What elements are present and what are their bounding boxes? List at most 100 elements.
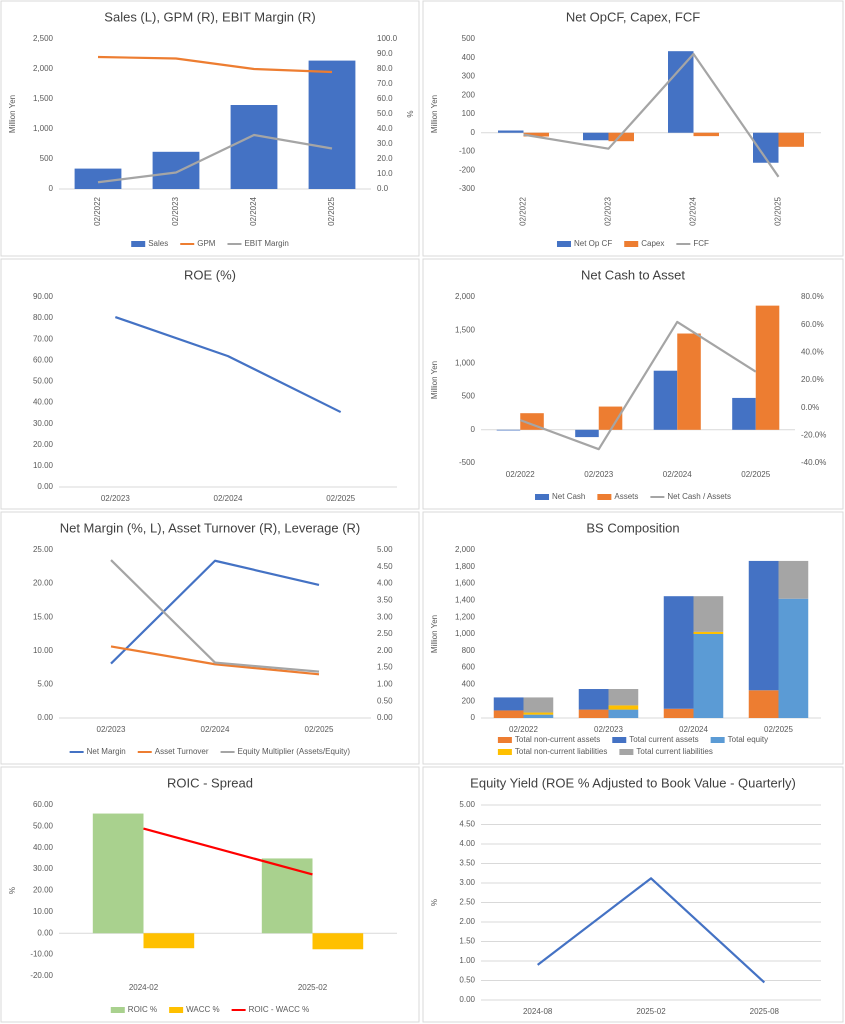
y-tick-label: 0: [49, 184, 54, 193]
y-tick-label: 20.00: [33, 579, 54, 588]
bar: [778, 598, 809, 718]
legend-item: Sales: [131, 239, 168, 248]
bar: [608, 132, 634, 142]
y2-tick-label: 0.0: [377, 184, 389, 193]
legend-swatch: [710, 737, 725, 743]
bar: [608, 689, 639, 706]
legend-item: EBIT Margin: [227, 239, 289, 248]
legend-label: ROIC - WACC %: [249, 1005, 310, 1014]
y-tick-label: 10.00: [33, 461, 54, 470]
legend-label: Net Margin: [87, 747, 126, 756]
y2-tick-label: 4.00: [377, 579, 393, 588]
bar: [693, 132, 719, 137]
y-tick-label: 3.50: [459, 859, 475, 868]
bar: [755, 305, 780, 430]
y-tick-label: 0: [471, 128, 476, 137]
bar: [578, 709, 609, 718]
y-tick-label: 1.50: [459, 937, 475, 946]
bar: [663, 708, 694, 718]
panel-frame: [0, 511, 420, 765]
y-tick-label: -500: [459, 458, 476, 467]
line: [97, 55, 333, 74]
y-tick-label: 70.00: [33, 334, 54, 343]
y2-tick-label: 2.00: [377, 646, 393, 655]
x-tick-label: 02/2023: [97, 725, 126, 734]
bar: [523, 132, 549, 137]
panel-frame: [0, 766, 420, 1023]
legend-swatch: [497, 749, 512, 755]
line: [536, 877, 766, 984]
y-tick-label: 30.00: [33, 864, 54, 873]
legend-item: Total current assets: [612, 735, 699, 744]
y-tick-label: -10.00: [30, 950, 53, 959]
line: [114, 316, 342, 414]
chart-title: Sales (L), GPM (R), EBIT Margin (R): [104, 9, 315, 24]
y2-tick-label: 60.0%: [801, 320, 824, 329]
legend-label: FCF: [693, 239, 709, 248]
legend-label: WACC %: [186, 1005, 219, 1014]
legend-item: Asset Turnover: [137, 747, 209, 756]
y-tick-label: 3.00: [459, 878, 475, 887]
y-tick-label: 600: [462, 663, 476, 672]
y2-tick-label: 5.00: [377, 545, 393, 554]
y-axis-label: %: [8, 887, 17, 894]
y-tick-label: 1,000: [33, 124, 54, 133]
line: [523, 52, 780, 178]
bar: [152, 151, 200, 189]
y2-tick-label: -40.0%: [801, 458, 826, 467]
legend-item: ROIC - WACC %: [231, 1005, 310, 1014]
bar: [693, 596, 724, 632]
y2-tick-label: 3.50: [377, 596, 393, 605]
x-tick-label: 02/2025: [327, 196, 336, 225]
y-tick-label: 4.50: [459, 820, 475, 829]
x-tick-label: 02/2023: [594, 725, 623, 734]
legend-label: Total equity: [728, 735, 768, 744]
legend-item: ROIC %: [110, 1005, 157, 1014]
y2-tick-label: 20.0: [377, 154, 393, 163]
panel-frame: [0, 258, 420, 510]
y2-tick-label: 1.00: [377, 680, 393, 689]
legend-label: Net Cash: [552, 492, 585, 501]
x-tick-label: 02/2024: [214, 494, 243, 503]
y2-tick-label: 70.0: [377, 79, 393, 88]
bar: [312, 933, 364, 950]
x-tick-label: 02/2025: [326, 494, 355, 503]
x-tick-label: 02/2025: [764, 725, 793, 734]
x-tick-label: 02/2022: [509, 725, 538, 734]
y-tick-label: 200: [462, 696, 476, 705]
panel-frame: [422, 766, 844, 1023]
legend-item: WACC %: [169, 1005, 220, 1014]
legend-label: Assets: [614, 492, 638, 501]
chart-panel: Sales (L), GPM (R), EBIT Margin (R) 0 500 1…: [0, 0, 420, 257]
y-tick-label: 1,500: [33, 94, 54, 103]
y-tick-label: 0.00: [459, 995, 475, 1004]
y-tick-label: 80.00: [33, 313, 54, 322]
legend-swatch: [169, 1007, 184, 1013]
legend-item: Net Cash: [535, 492, 585, 501]
y2-tick-label: 4.50: [377, 562, 393, 571]
legend-item: Total current liabilities: [619, 747, 713, 756]
bar: [693, 634, 724, 718]
legend: Net Cash Assets Net Cash / Assets: [535, 492, 731, 501]
legend-swatch: [612, 737, 627, 743]
bar: [230, 105, 278, 189]
legend-label: Capex: [641, 239, 664, 248]
x-tick-label: 02/2024: [201, 725, 230, 734]
y-tick-label: 10.00: [33, 907, 54, 916]
bar: [583, 132, 609, 141]
bar: [498, 130, 524, 133]
y-axis-label: %: [430, 899, 439, 906]
legend-item: Net Op CF: [556, 239, 612, 248]
y-tick-label: 500: [462, 392, 476, 401]
legend: Total non-current assets Total current as…: [497, 735, 768, 756]
x-tick-label: 02/2023: [101, 494, 130, 503]
legend-item: Capex: [624, 239, 664, 248]
bar: [74, 168, 122, 189]
bar: [748, 560, 779, 691]
bar: [748, 690, 779, 718]
x-tick-label: 02/2024: [689, 196, 698, 225]
line: [110, 559, 320, 665]
chart-panel: Equity Yield (ROE % Adjusted to Book Val…: [422, 766, 844, 1023]
legend: ROIC % WACC % ROIC - WACC %: [110, 1005, 310, 1014]
line: [143, 827, 313, 876]
